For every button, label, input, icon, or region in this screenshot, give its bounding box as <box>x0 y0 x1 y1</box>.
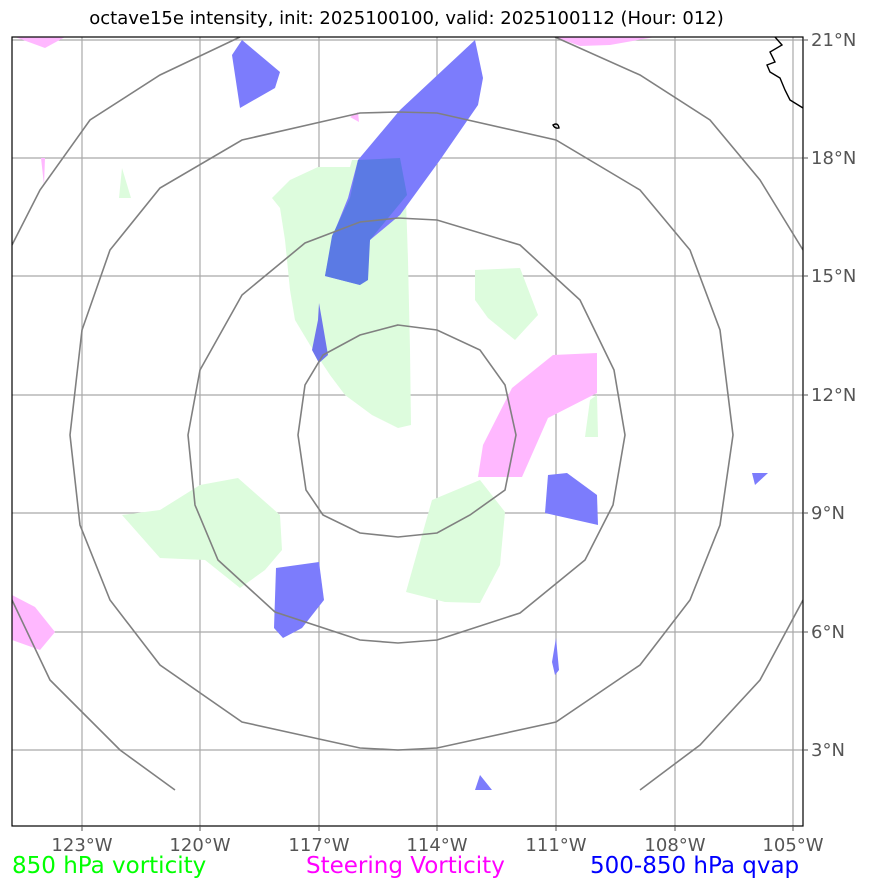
lat-label: 15°N <box>811 266 856 287</box>
lon-label: 117°W <box>288 835 349 856</box>
lat-label: 3°N <box>811 740 845 761</box>
lat-label: 21°N <box>811 30 856 51</box>
range-ring <box>187 217 626 644</box>
steering-area <box>478 353 597 477</box>
range-ring <box>69 111 734 751</box>
island <box>552 123 560 129</box>
steering-vorticity-layer <box>12 37 655 650</box>
lat-labels: 21°N 18°N 15°N 12°N 9°N 6°N 3°N <box>811 30 856 761</box>
legend-steering-label: Steering Vorticity <box>306 853 505 879</box>
lon-label: 114°W <box>406 835 467 856</box>
lat-label: 12°N <box>811 385 856 406</box>
range-ring <box>297 324 517 538</box>
vorticity-area <box>119 168 131 198</box>
lat-label: 18°N <box>811 148 856 169</box>
qvap-area <box>312 303 328 363</box>
steering-area <box>555 37 655 46</box>
range-ring <box>554 37 803 251</box>
lon-label: 105°W <box>762 835 823 856</box>
lon-labels: 123°W 120°W 117°W 114°W 111°W 108°W 105°… <box>51 835 823 856</box>
steering-area <box>41 158 45 185</box>
legend-vorticity-label: 850 hPa vorticity <box>12 853 207 879</box>
graticule <box>12 37 803 826</box>
range-ring <box>639 599 803 791</box>
range-ring <box>12 37 241 246</box>
lon-label: 120°W <box>169 835 230 856</box>
vorticity-area <box>406 480 505 603</box>
steering-area <box>12 595 55 650</box>
vorticity-area <box>585 395 598 437</box>
range-rings <box>12 37 803 791</box>
steering-area <box>15 37 65 48</box>
qvap-area <box>552 638 559 675</box>
qvap-area <box>752 473 768 485</box>
lon-label: 108°W <box>644 835 705 856</box>
coastline-segment <box>766 37 803 109</box>
lat-label: 6°N <box>811 622 845 643</box>
coastline <box>552 37 803 129</box>
map-title: octave15e intensity, init: 2025100100, v… <box>89 8 724 29</box>
lon-label: 111°W <box>525 835 586 856</box>
qvap-area <box>545 473 598 525</box>
qvap-area <box>475 775 492 790</box>
vorticity-area <box>122 478 282 588</box>
vorticity-area <box>475 268 538 340</box>
qvap-area <box>232 40 280 108</box>
legend-qvap-label: 500-850 hPa qvap <box>590 853 800 879</box>
qvap-area <box>274 562 324 638</box>
tick-marks <box>81 39 808 831</box>
range-ring <box>12 599 176 791</box>
lon-label: 123°W <box>51 835 112 856</box>
map-frame <box>11 36 804 827</box>
lat-label: 9°N <box>811 503 845 524</box>
